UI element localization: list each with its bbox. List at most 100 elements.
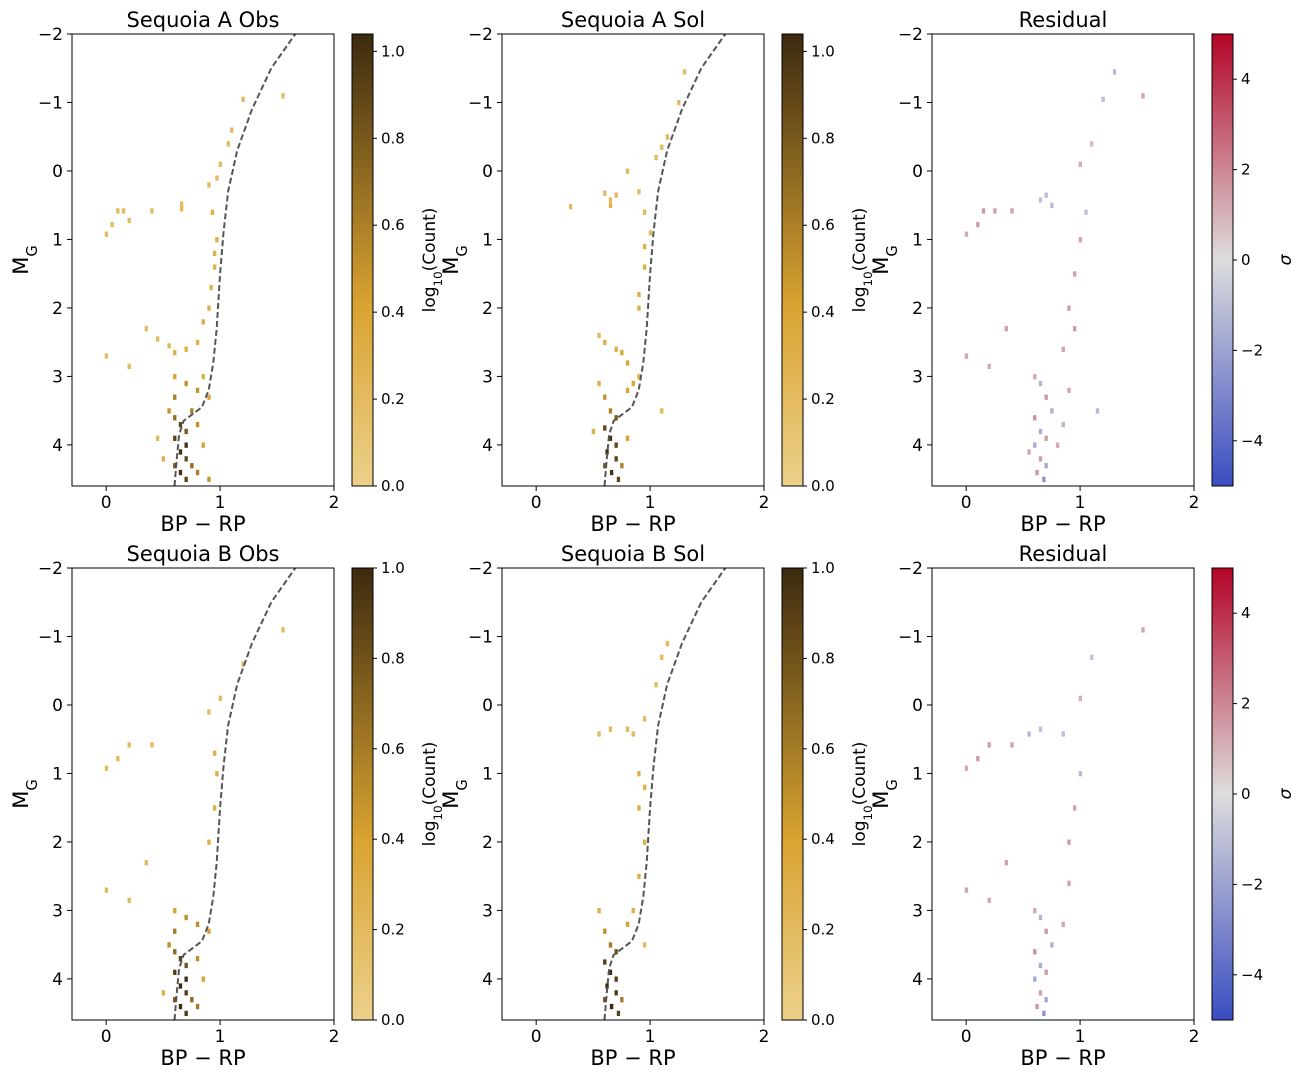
y-tick-label: −2: [468, 25, 493, 45]
heatmap-bin: [215, 175, 219, 181]
colorbar: [781, 33, 804, 487]
heatmap-bin: [1067, 305, 1071, 311]
y-tick-label: 3: [52, 367, 63, 387]
heatmap-bin: [1035, 1003, 1039, 1010]
heatmap-bin: [1050, 408, 1054, 414]
colorbar-tick-label: 0.2: [381, 390, 405, 408]
y-tick-label: −2: [898, 559, 923, 579]
heatmap-bin: [104, 231, 109, 237]
panel-1: Sequoia A Obs 0 1 2 BP − RP −2 −1 0 1 2 3 4 MG 0.0 0.2…: [9, 8, 445, 536]
colorbar-tick-label: −2: [1241, 341, 1263, 359]
heatmap-bin: [178, 449, 183, 455]
x-tick-label: 1: [645, 1027, 656, 1047]
colorbar-tick-label: 0.8: [811, 129, 835, 147]
heatmap-bin: [603, 463, 607, 469]
y-tick-label: 4: [482, 436, 493, 456]
heatmap-bin: [591, 428, 596, 435]
colorbar-tick-label: 0.6: [811, 216, 835, 234]
x-tick-label: 2: [329, 1027, 340, 1047]
heatmap-bin: [1078, 161, 1083, 168]
heatmap-bin: [195, 339, 200, 346]
heatmap-bin: [620, 463, 624, 469]
x-axis-label: BP − RP: [590, 1046, 675, 1070]
heatmap-bin: [631, 908, 635, 914]
colorbar-tick-label: 0.4: [811, 830, 835, 848]
colorbar: [351, 567, 374, 1021]
x-axis-label: BP − RP: [160, 1046, 245, 1070]
panel-2: Sequoia A Sol 0 1 2 BP − RP −2 −1 0 1 2 3 4 MG 0.0 0.2…: [439, 8, 875, 536]
heatmap-bin: [1044, 969, 1048, 975]
plot-frame: [931, 567, 1195, 1021]
heatmap-bin: [976, 755, 980, 762]
colorbar-tick-label: 1.0: [381, 42, 405, 60]
heatmap-bin: [625, 921, 630, 928]
colorbar-tick-label: 1.0: [811, 42, 835, 60]
heatmap-bin: [1061, 346, 1065, 352]
y-tick-label: 1: [482, 230, 493, 250]
colorbar-tick-label: −4: [1241, 966, 1263, 984]
colorbar-label: σ: [1276, 787, 1296, 799]
y-tick-label: 3: [912, 367, 923, 387]
heatmap-bin: [195, 387, 200, 394]
heatmap-bin: [1141, 93, 1145, 99]
y-tick-label: −2: [898, 25, 923, 45]
heatmap-bin: [1112, 69, 1117, 75]
panel-title: Residual: [1019, 8, 1108, 32]
isochrone-line: [173, 568, 297, 1020]
heatmap-bin: [281, 627, 285, 633]
x-tick-label: 0: [531, 1027, 542, 1047]
plot-frame: [501, 567, 765, 1021]
heatmap-bin: [195, 1003, 200, 1010]
y-tick-label: 3: [482, 901, 493, 921]
heatmap-bin: [1033, 908, 1037, 914]
heatmap-bin: [218, 161, 223, 168]
isochrone-line: [603, 568, 727, 1020]
heatmap-bin: [616, 476, 621, 483]
heatmap-bin: [597, 908, 601, 914]
heatmap-bin: [195, 921, 200, 928]
heatmap-bin: [608, 969, 613, 975]
colorbar-tick-label: 0.6: [381, 740, 405, 758]
heatmap-bin: [179, 201, 184, 207]
heatmap-bin: [642, 784, 647, 791]
y-tick-label: −1: [38, 93, 63, 113]
heatmap-bin: [127, 363, 131, 370]
heatmap-bin: [1004, 860, 1008, 866]
heatmap-bin: [1050, 202, 1054, 209]
y-axis-label: MG: [439, 779, 471, 809]
plot-frame: [931, 33, 1195, 487]
heatmap-bin: [654, 154, 658, 161]
heatmap-bin: [1061, 421, 1065, 428]
heatmap-bin: [1055, 442, 1060, 448]
colorbar-label: log10(Count): [420, 208, 445, 313]
heatmap-bin: [207, 928, 211, 934]
heatmap-bin: [981, 208, 986, 214]
heatmap-bin: [631, 731, 635, 737]
heatmap-bin: [179, 206, 184, 212]
panel-title: Sequoia A Sol: [561, 8, 705, 32]
heatmap-bin: [964, 887, 969, 893]
heatmap-bin: [207, 839, 211, 845]
y-tick-label: 2: [482, 299, 493, 319]
heatmap-bin: [127, 742, 131, 748]
colorbar: [781, 567, 804, 1021]
y-tick-label: −1: [468, 627, 493, 647]
heatmap-bin: [127, 897, 131, 904]
y-tick-label: 2: [52, 299, 63, 319]
heatmap-bin: [987, 897, 991, 904]
x-tick-label: 0: [101, 1027, 112, 1047]
heatmap-bin: [212, 805, 217, 811]
heatmap-bin: [642, 839, 647, 845]
y-tick-label: 4: [482, 970, 493, 990]
heatmap-bin: [156, 336, 160, 342]
heatmap-bin: [167, 408, 171, 414]
x-tick-label: 1: [1075, 493, 1086, 513]
y-tick-label: 1: [52, 230, 63, 250]
heatmap-bin: [1084, 209, 1088, 215]
colorbar: [1211, 567, 1234, 1021]
heatmap-bin: [1038, 428, 1043, 435]
heatmap-bin: [1044, 928, 1048, 934]
heatmap-bin: [195, 469, 200, 476]
heatmap-bin: [605, 983, 609, 989]
heatmap-bin: [1044, 192, 1048, 198]
